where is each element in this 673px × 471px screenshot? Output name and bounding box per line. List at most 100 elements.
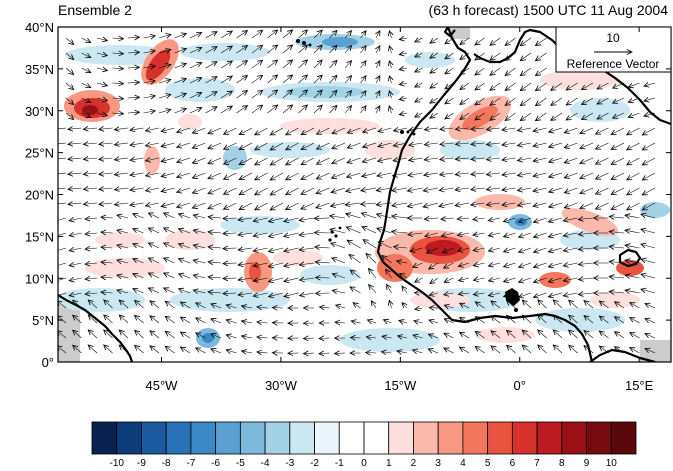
wind-vector — [353, 303, 361, 309]
wind-vector — [564, 187, 578, 193]
wind-vector — [164, 258, 175, 264]
wind-vector — [553, 300, 563, 309]
wind-vector — [363, 240, 377, 249]
wind-vector — [440, 158, 454, 160]
wind-vector — [58, 142, 67, 145]
wind-vector — [439, 203, 454, 206]
wind-vector — [502, 188, 516, 190]
wind-vector — [625, 275, 640, 278]
colorbar-label: 0 — [361, 458, 367, 469]
wind-vector — [551, 97, 563, 105]
wind-vector — [68, 203, 82, 204]
colorbar-swatch — [116, 421, 142, 455]
wind-vector — [69, 293, 82, 296]
wind-vector — [376, 188, 392, 191]
wind-vector — [282, 45, 293, 54]
wind-vector — [253, 278, 268, 281]
wind-vector — [615, 317, 625, 324]
wind-vector — [491, 331, 501, 339]
wind-vector — [88, 345, 98, 354]
wind-vector — [551, 82, 563, 90]
wind-vector — [382, 336, 392, 338]
wind-vector — [445, 67, 454, 74]
lon-tick-label: 15°W — [384, 378, 417, 393]
wind-vector — [459, 278, 470, 281]
wind-vector — [392, 203, 408, 206]
wind-vector — [65, 97, 74, 105]
wind-vector — [301, 157, 315, 165]
wind-vector — [502, 143, 516, 145]
wind-vector — [376, 203, 392, 205]
wind-vector — [165, 331, 175, 339]
wind-vector — [596, 127, 609, 134]
wind-vector — [85, 293, 98, 294]
wind-vector — [415, 53, 423, 57]
wind-vector — [251, 30, 263, 39]
wind-vector — [400, 273, 408, 278]
wind-vector — [236, 91, 248, 99]
wind-vector — [148, 258, 160, 264]
colorbar-label: -9 — [137, 458, 146, 469]
colorbar-label: -7 — [186, 458, 195, 469]
wind-vector — [548, 217, 563, 222]
wind-vector — [613, 97, 625, 103]
wind-vector — [549, 127, 563, 132]
wind-vector — [303, 353, 315, 354]
wind-vector — [99, 128, 113, 129]
wind-vector — [317, 157, 330, 164]
wind-vector — [313, 105, 322, 114]
wind-vector — [104, 330, 113, 339]
wind-vector — [135, 315, 144, 324]
wind-vector — [627, 187, 640, 195]
wind-vector — [130, 143, 144, 145]
colorbar-label: 3 — [435, 458, 441, 469]
wind-vector — [319, 338, 330, 339]
wind-vector — [344, 91, 352, 99]
wind-vector — [471, 173, 485, 174]
wind-vector — [563, 218, 578, 221]
wind-vector — [226, 335, 237, 338]
wind-vector — [335, 353, 346, 354]
wind-vector — [460, 347, 470, 354]
wind-vector — [504, 263, 516, 267]
wind-vector — [114, 143, 129, 145]
wind-vector — [457, 233, 470, 235]
wind-vector — [146, 203, 160, 206]
wind-vector — [73, 300, 82, 309]
wind-vector — [642, 187, 656, 195]
wind-vector — [189, 47, 202, 54]
wind-vector — [580, 202, 594, 208]
wind-vector — [444, 293, 454, 295]
missing-data-patch — [640, 340, 671, 362]
lon-tick-label: 45°W — [146, 378, 179, 393]
wind-vector — [220, 91, 232, 99]
wind-vector — [161, 173, 175, 177]
wind-vector — [399, 320, 408, 323]
wind-vector — [641, 244, 656, 248]
wind-vector — [584, 316, 594, 324]
wind-vector — [104, 345, 113, 354]
wind-vector — [117, 215, 129, 218]
wind-vector — [360, 76, 367, 84]
wind-vector — [582, 82, 594, 90]
wind-vector — [402, 286, 408, 294]
wind-vector — [196, 348, 206, 354]
wind-vector — [119, 345, 129, 354]
wind-vector — [549, 202, 563, 207]
wind-vector — [133, 214, 144, 219]
wind-vector — [505, 37, 516, 46]
wind-vector — [611, 202, 625, 210]
wind-vector — [363, 142, 377, 147]
wind-vector — [455, 128, 470, 129]
wind-vector — [104, 300, 113, 309]
wind-vector — [599, 316, 609, 324]
wind-vector — [114, 203, 129, 205]
wind-vector — [165, 346, 175, 354]
wind-vector — [518, 188, 532, 191]
wind-vector — [81, 112, 91, 118]
wind-vector — [68, 158, 82, 159]
wind-vector — [177, 157, 191, 162]
wind-vector — [504, 293, 516, 297]
wind-vector — [628, 82, 640, 87]
wind-vector — [430, 52, 439, 58]
